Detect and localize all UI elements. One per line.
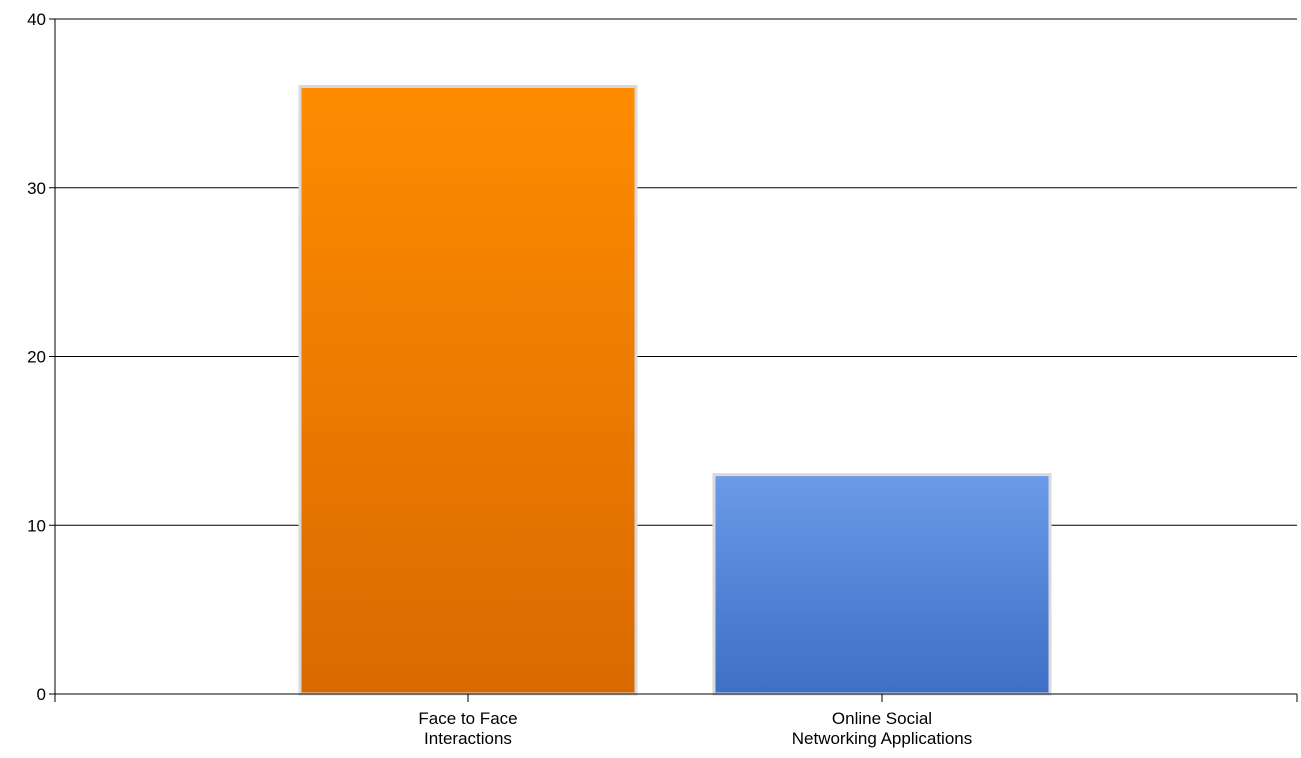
y-tick-label: 30 <box>27 179 46 198</box>
bar-1 <box>298 85 638 696</box>
tick-labels: 0 10 20 30 40 Face to Face Interactions Online … <box>27 10 972 748</box>
bar-2 <box>712 473 1052 696</box>
y-tick-label: 10 <box>27 516 46 535</box>
x-tick-label: Online Social Networking Applications <box>792 709 972 748</box>
axes <box>49 18 1298 702</box>
gridlines <box>55 18 1297 526</box>
y-tick-label: 0 <box>37 685 46 704</box>
bars <box>298 85 1052 696</box>
y-tick-label: 40 <box>27 10 46 29</box>
y-tick-label: 20 <box>27 348 46 367</box>
x-tick-label: Face to Face Interactions <box>418 709 517 748</box>
